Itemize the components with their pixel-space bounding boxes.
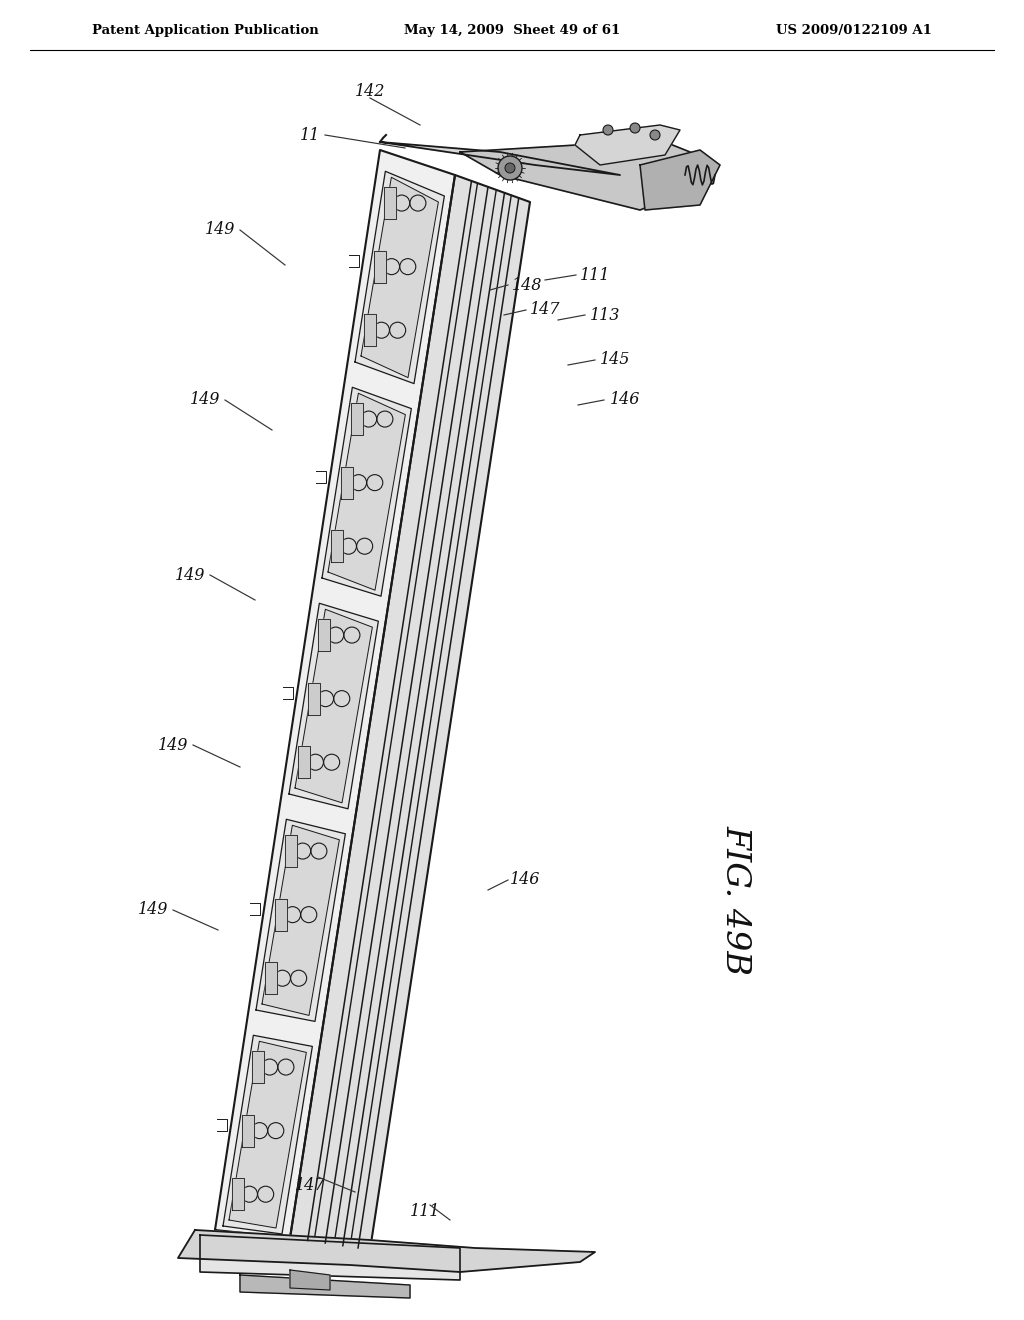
Polygon shape <box>460 140 710 210</box>
Polygon shape <box>308 682 319 714</box>
Polygon shape <box>380 143 620 176</box>
Text: 149: 149 <box>175 566 205 583</box>
Text: FIG. 49B: FIG. 49B <box>719 825 751 975</box>
Polygon shape <box>178 1230 595 1272</box>
Polygon shape <box>200 1236 460 1280</box>
Text: 111: 111 <box>580 267 610 284</box>
Polygon shape <box>374 251 386 282</box>
Polygon shape <box>232 1179 244 1210</box>
Polygon shape <box>215 150 455 1238</box>
Polygon shape <box>243 1115 254 1147</box>
Polygon shape <box>575 125 680 165</box>
Text: 11: 11 <box>300 127 319 144</box>
Polygon shape <box>365 314 376 346</box>
Text: May 14, 2009  Sheet 49 of 61: May 14, 2009 Sheet 49 of 61 <box>403 24 621 37</box>
Polygon shape <box>275 899 287 931</box>
Text: 142: 142 <box>354 83 385 100</box>
Polygon shape <box>290 1270 330 1290</box>
Polygon shape <box>265 962 276 994</box>
Polygon shape <box>295 610 373 803</box>
Text: 145: 145 <box>600 351 631 368</box>
Text: US 2009/0122109 A1: US 2009/0122109 A1 <box>776 24 932 37</box>
Text: 111: 111 <box>410 1204 440 1221</box>
Circle shape <box>630 123 640 133</box>
Polygon shape <box>351 403 364 436</box>
Polygon shape <box>341 467 353 499</box>
Polygon shape <box>240 1275 410 1298</box>
Polygon shape <box>328 393 406 590</box>
Polygon shape <box>289 603 378 809</box>
Circle shape <box>498 156 522 180</box>
Text: 113: 113 <box>590 306 621 323</box>
Polygon shape <box>252 1051 264 1082</box>
Circle shape <box>505 162 515 173</box>
Text: 146: 146 <box>610 392 640 408</box>
Text: 146: 146 <box>510 871 541 888</box>
Circle shape <box>650 129 660 140</box>
Text: 147: 147 <box>295 1176 326 1193</box>
Polygon shape <box>223 1035 312 1234</box>
Polygon shape <box>229 1041 306 1228</box>
Polygon shape <box>355 172 444 384</box>
Polygon shape <box>384 187 396 219</box>
Polygon shape <box>298 746 310 777</box>
Polygon shape <box>318 619 330 651</box>
Text: 147: 147 <box>530 301 560 318</box>
Text: 149: 149 <box>205 222 234 239</box>
Polygon shape <box>322 387 412 597</box>
Polygon shape <box>290 176 530 1250</box>
Polygon shape <box>331 531 343 562</box>
Text: 149: 149 <box>137 902 168 919</box>
Polygon shape <box>361 177 438 378</box>
Text: Patent Application Publication: Patent Application Publication <box>92 24 318 37</box>
Polygon shape <box>640 150 720 210</box>
Text: 149: 149 <box>158 737 188 754</box>
Polygon shape <box>286 836 297 867</box>
Polygon shape <box>256 820 345 1022</box>
Text: 148: 148 <box>512 276 543 293</box>
Circle shape <box>603 125 613 135</box>
Polygon shape <box>262 825 339 1015</box>
Text: 149: 149 <box>189 392 220 408</box>
